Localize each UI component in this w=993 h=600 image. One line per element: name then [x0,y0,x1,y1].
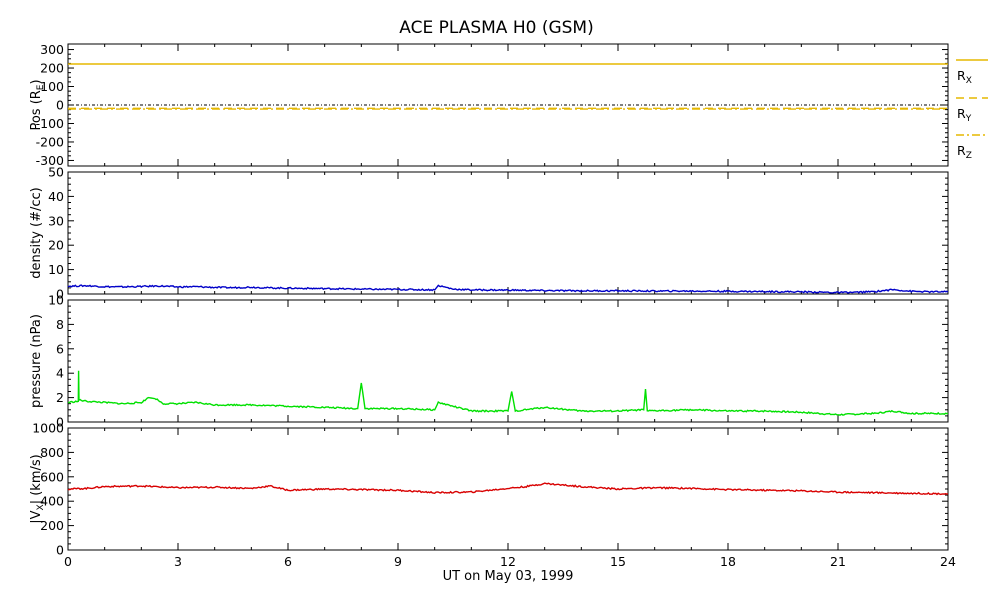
legend-label-text: R [957,143,966,158]
y-tick-label: 50 [48,165,64,180]
panel-pressure: 10 8 6 4 2 0 pressure (nPa) [29,293,949,430]
y-tick-label: 0 [56,287,64,302]
x-tick-label: 24 [940,554,956,569]
y-tick-label: 0 [56,98,64,113]
y-tick-label: 10 [48,262,64,277]
legend-label-subscript: X [966,76,972,86]
y-axis-label-subscript: X [36,504,46,510]
y-axis-label: pressure (nPa) [29,314,44,408]
legend-label-text: R [957,68,966,83]
y-tick-label: 300 [40,42,64,57]
y-tick-label: 10 [48,293,64,308]
panel-velocity: 1000 800 600 400 200 0 |VX| (km/s) [29,421,949,558]
y-tick-label: -200 [36,134,64,149]
y-tick-label: 200 [40,61,64,76]
y-tick-label: 600 [40,469,64,484]
legend-label: RZ [957,143,972,161]
y-tick-label: 400 [40,494,64,509]
y-axis-label: |VX| (km/s) [29,454,46,523]
x-tick-label: 15 [610,554,626,569]
panel-frame [67,171,949,295]
y-axis-label-end: ) [29,79,44,84]
series-line-pressure [67,370,949,416]
y-tick-label: 800 [40,445,64,460]
panel-frame [67,299,949,423]
x-tick-label: 12 [500,554,516,569]
x-tick-label: 9 [394,554,402,569]
y-tick-label: 30 [48,213,64,228]
x-tick-label: 18 [720,554,736,569]
series-line-vx [67,482,949,496]
y-axis-label-subscript: E [36,84,46,90]
y-axis-label: density (#/cc) [29,187,44,279]
series-line-density [67,284,949,295]
x-tick-label: 0 [64,554,72,569]
y-tick-label: 200 [40,518,64,533]
x-tick-label: 21 [830,554,846,569]
y-tick-label: 2 [56,390,64,405]
y-tick-label: 4 [56,366,64,381]
panel-density: 50 40 30 20 10 0 density (#/cc) [29,165,949,302]
y-axis-label-text: density (#/cc) [29,187,44,279]
legend-label-text: R [957,106,966,121]
y-tick-label: 8 [56,317,64,332]
y-axis-label-end: | (km/s) [29,454,44,504]
legend-label: RX [957,68,972,86]
y-tick-label: 0 [56,415,64,430]
y-tick-label: 1000 [32,421,64,436]
y-tick-label: 20 [48,238,64,253]
y-axis-label: Pos (RE) [29,79,46,130]
chart-title: ACE PLASMA H0 (GSM) [399,18,594,38]
y-axis-label-text: pressure (nPa) [29,314,44,408]
y-axis-label-text: |V [29,510,44,523]
legend-label-subscript: Y [965,114,972,124]
y-tick-label: 0 [56,543,64,558]
y-tick-label: -300 [36,153,64,168]
x-axis-label: UT on May 03, 1999 [442,569,574,584]
legend-label-subscript: Z [966,151,972,161]
y-tick-label: 40 [48,189,64,204]
y-tick-label: 6 [56,341,64,356]
y-axis-label-text: Pos (R [29,90,44,130]
y-tick-label: -100 [36,116,64,131]
x-tick-label: 6 [284,554,292,569]
legend-label: RY [957,106,972,124]
x-tick-label: 3 [174,554,182,569]
y-tick-label: 100 [40,79,64,94]
